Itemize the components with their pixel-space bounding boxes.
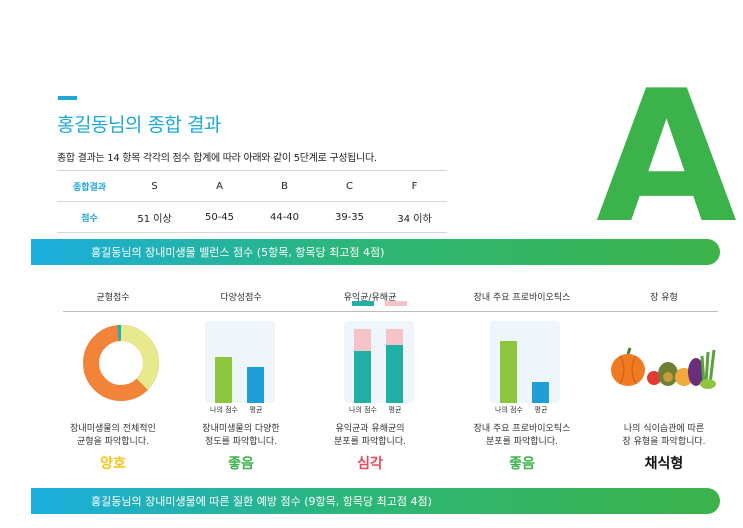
column-balance: 균형점수 — [48, 290, 178, 304]
bar-label-avg: 평균 — [388, 406, 402, 414]
column-diversity: 다양성점수 — [176, 290, 306, 304]
description-line: 정도를 파악합니다. — [205, 437, 277, 447]
table-cell: F — [382, 170, 447, 202]
table-row: 종합결과 S A B C F — [57, 170, 447, 202]
diversity-verdict: 좋음 — [228, 456, 254, 472]
page-title: 홍길동님의 종합 결과 — [57, 114, 221, 136]
description-line: 나의 식이습관에 따른 — [623, 424, 705, 434]
table-cell: 39-35 — [317, 201, 382, 233]
gut-type-verdict: 채식형 — [644, 456, 684, 472]
column-heading: 장내 주요 프로바이오틱스 — [473, 293, 571, 303]
bar-label-avg: 평균 — [249, 406, 263, 414]
table-cell: 종합결과 — [57, 170, 122, 202]
description-line: 장내미생물의 전체적인 — [70, 424, 156, 434]
bacteria-mine-good-bar — [354, 351, 371, 403]
column-heading: 장 유형 — [650, 293, 678, 303]
table-cell: 50-45 — [187, 201, 252, 233]
diversity-mine-bar — [215, 357, 232, 403]
probiotics-mine-bar — [500, 341, 517, 403]
table-cell: C — [317, 170, 382, 202]
bar-label-avg: 평균 — [534, 406, 548, 414]
bacteria-chart — [344, 321, 414, 403]
probiotics-avg-bar — [532, 382, 549, 403]
column-heading: 다양성점수 — [220, 293, 262, 303]
description-line: 장내 주요 프로바이오틱스 — [473, 424, 571, 434]
vegetables-icon — [611, 347, 716, 389]
donut-segment-yellow — [120, 325, 159, 390]
column-heading: 유익균/유해균 — [343, 293, 397, 303]
section-divider — [63, 311, 718, 312]
diversity-avg-bar — [247, 367, 264, 403]
column-probiotics: 장내 주요 프로바이오틱스 — [457, 290, 587, 304]
column-heading: 균형점수 — [96, 293, 130, 303]
probiotics-chart — [490, 321, 560, 403]
description-line: 장내미생물의 다양한 — [202, 424, 280, 434]
table-cell: 34 이하 — [382, 201, 447, 233]
bacteria-avg-good-bar — [386, 345, 403, 403]
description-line: 분포를 파악합니다. — [486, 437, 558, 447]
description-line: 균형을 파악합니다. — [77, 437, 149, 447]
intro-text: 종합 결과는 14 항목 각각의 점수 합계에 따라 아래와 같이 5단계로 구… — [57, 153, 377, 164]
probiotics-verdict: 좋음 — [509, 456, 535, 472]
description-line: 유익균과 유해균의 — [335, 424, 405, 434]
table-cell: 51 이상 — [122, 201, 187, 233]
table-cell: 점수 — [57, 201, 122, 233]
legend-bad-swatch — [385, 301, 407, 306]
disease-prevention-banner: 홍길동님의 장내미생물에 따른 질환 예방 점수 (9항목, 항목당 최고점 4… — [31, 488, 720, 514]
diversity-chart — [205, 321, 275, 403]
column-gut-type: 장 유형 — [599, 290, 729, 304]
column-good-bad-bacteria: 유익균/유해균 — [305, 290, 435, 304]
table-cell: A — [187, 170, 252, 202]
table-row: 점수 51 이상 50-45 44-40 39-35 34 이하 — [57, 201, 447, 233]
description-line: 장 유형을 파악합니다. — [622, 437, 706, 447]
balance-score-banner: 홍길동님의 장내미생물 밸런스 점수 (5항목, 항목당 최고점 4점) — [31, 239, 720, 265]
table-cell: S — [122, 170, 187, 202]
table-cell: B — [252, 170, 317, 202]
bar-label-mine: 나의 점수 — [349, 406, 377, 414]
grade-score-table: 종합결과 S A B C F 점수 51 이상 50-45 44-40 39-3… — [57, 170, 447, 233]
bar-label-mine: 나의 점수 — [210, 406, 238, 414]
description-line: 분포를 파악합니다. — [334, 437, 406, 447]
table-cell: 44-40 — [252, 201, 317, 233]
balance-verdict: 양호 — [100, 456, 126, 472]
legend-good-swatch — [352, 301, 374, 306]
balance-donut-chart — [83, 324, 159, 401]
title-accent-bar — [58, 96, 77, 100]
grade-letter: A — [596, 51, 737, 263]
bacteria-verdict: 심각 — [357, 456, 383, 472]
bar-label-mine: 나의 점수 — [495, 406, 523, 414]
